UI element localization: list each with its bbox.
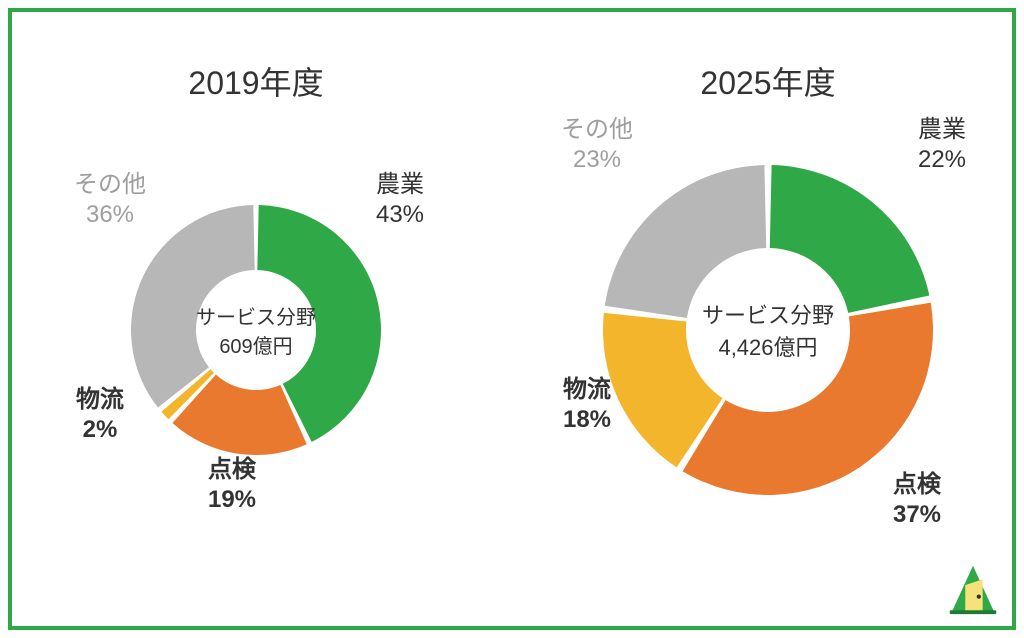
center-line2: 609億円 [196,330,316,359]
slice-農業 [770,165,930,313]
label-name: 点検 [893,470,941,500]
label-name: その他 [561,115,633,145]
label-農業: 農業22% [918,115,966,175]
label-pct: 43% [376,200,424,230]
chart-title-2025: 2025年度 [700,58,835,104]
center-text-left: サービス分野609億円 [196,301,316,359]
label-name: 農業 [376,170,424,200]
slice-その他 [605,165,766,318]
center-line1: サービス分野 [702,298,834,330]
label-点検: 点検37% [893,470,941,530]
label-pct: 2% [76,415,124,445]
label-name: 物流 [76,385,124,415]
label-pct: 22% [918,145,966,175]
label-pct: 37% [893,500,941,530]
label-pct: 23% [561,145,633,175]
label-農業: 農業43% [376,170,424,230]
label-pct: 36% [74,200,146,230]
label-物流: 物流2% [76,385,124,445]
door-logo-icon [944,558,1002,616]
label-name: その他 [74,170,146,200]
label-pct: 18% [563,405,611,435]
chart-title-2019: 2019年度 [188,58,323,104]
label-物流: 物流18% [563,375,611,435]
center-line1: サービス分野 [196,301,316,330]
label-その他: その他23% [561,115,633,175]
chart-2025: 2025年度 サービス分野4,426億円 農業22% 点検37% 物流18% その他23… [512,0,1024,638]
center-text-right: サービス分野4,426億円 [702,298,834,362]
label-点検: 点検19% [208,455,256,515]
center-line2: 4,426億円 [702,330,834,362]
chart-2019: 2019年度 サービス分野609億円 農業43% 点検19% 物流2% その他36% [0,0,512,638]
label-pct: 19% [208,485,256,515]
label-name: 農業 [918,115,966,145]
label-name: 物流 [563,375,611,405]
label-その他: その他36% [74,170,146,230]
label-name: 点検 [208,455,256,485]
